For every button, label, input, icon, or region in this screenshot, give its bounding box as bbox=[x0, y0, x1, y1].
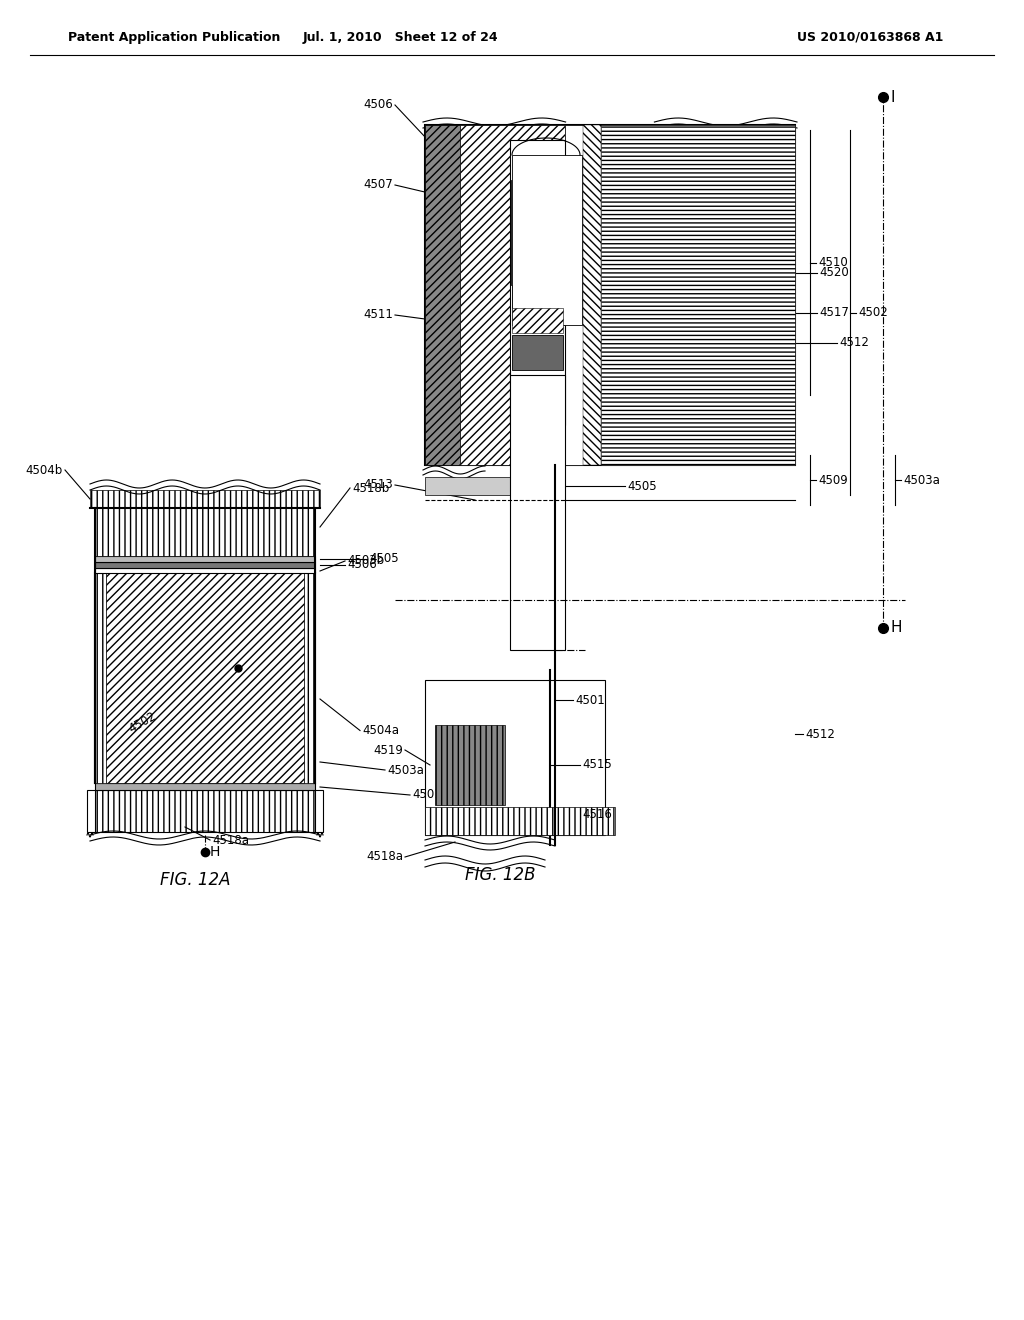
Text: Jul. 1, 2010   Sheet 12 of 24: Jul. 1, 2010 Sheet 12 of 24 bbox=[302, 30, 498, 44]
Text: I: I bbox=[891, 90, 896, 104]
Bar bbox=[425, 125, 460, 465]
Bar bbox=[583, 125, 601, 465]
Bar bbox=[95, 573, 315, 783]
Bar bbox=[601, 125, 795, 465]
Bar bbox=[304, 573, 315, 783]
Text: H: H bbox=[210, 845, 220, 859]
Bar bbox=[425, 807, 615, 836]
Text: 4506: 4506 bbox=[364, 99, 393, 111]
Text: 4505: 4505 bbox=[627, 479, 656, 492]
Text: 4515: 4515 bbox=[582, 759, 611, 771]
Text: 4502: 4502 bbox=[126, 710, 159, 737]
Text: 4512: 4512 bbox=[805, 727, 835, 741]
Text: 4501: 4501 bbox=[575, 693, 605, 706]
Text: FIG. 12B: FIG. 12B bbox=[465, 866, 536, 884]
Bar bbox=[425, 680, 605, 836]
Bar bbox=[425, 125, 795, 465]
Text: 4518a: 4518a bbox=[366, 850, 403, 863]
Text: FIG. 12A: FIG. 12A bbox=[160, 871, 230, 888]
Bar bbox=[90, 490, 319, 508]
Text: 4502: 4502 bbox=[858, 306, 888, 319]
Bar bbox=[95, 508, 315, 556]
Text: H: H bbox=[891, 620, 902, 635]
Bar bbox=[95, 556, 315, 562]
Text: Patent Application Publication: Patent Application Publication bbox=[68, 30, 281, 44]
Bar bbox=[95, 568, 315, 573]
Text: 4504b: 4504b bbox=[26, 463, 63, 477]
Bar bbox=[87, 789, 95, 832]
Bar bbox=[515, 185, 581, 275]
Bar bbox=[565, 125, 583, 465]
Text: 4518a: 4518a bbox=[212, 834, 249, 847]
Bar bbox=[510, 375, 565, 649]
Bar bbox=[512, 285, 565, 325]
Text: 4511: 4511 bbox=[364, 309, 393, 322]
Bar bbox=[460, 125, 565, 465]
Bar bbox=[512, 308, 563, 333]
Text: 4517: 4517 bbox=[819, 306, 849, 319]
Bar bbox=[510, 140, 565, 425]
Text: 4503a: 4503a bbox=[903, 474, 940, 487]
Bar bbox=[512, 335, 563, 370]
Bar bbox=[425, 477, 555, 495]
Text: US 2010/0163868 A1: US 2010/0163868 A1 bbox=[797, 30, 943, 44]
Bar bbox=[95, 562, 315, 568]
Text: 4506: 4506 bbox=[347, 558, 377, 572]
Bar bbox=[435, 725, 505, 805]
Text: 4513: 4513 bbox=[364, 479, 393, 491]
Text: 4507: 4507 bbox=[364, 178, 393, 191]
Text: 4510: 4510 bbox=[818, 256, 848, 269]
Bar bbox=[95, 789, 315, 832]
Text: 4519: 4519 bbox=[373, 743, 403, 756]
Bar bbox=[512, 154, 582, 325]
Text: 4501: 4501 bbox=[412, 788, 441, 801]
Bar bbox=[95, 573, 106, 783]
Text: 4503b: 4503b bbox=[347, 554, 384, 568]
Text: 4509: 4509 bbox=[818, 474, 848, 487]
Text: 4516: 4516 bbox=[582, 808, 612, 821]
Text: 4505: 4505 bbox=[369, 553, 398, 565]
Text: 4518b: 4518b bbox=[352, 482, 389, 495]
Bar bbox=[95, 783, 315, 789]
Text: 4520: 4520 bbox=[819, 267, 849, 280]
Text: 4512: 4512 bbox=[839, 337, 869, 350]
Bar bbox=[315, 789, 323, 832]
Text: 4503a: 4503a bbox=[387, 763, 424, 776]
Bar bbox=[106, 573, 304, 783]
Text: 4504a: 4504a bbox=[362, 723, 399, 737]
